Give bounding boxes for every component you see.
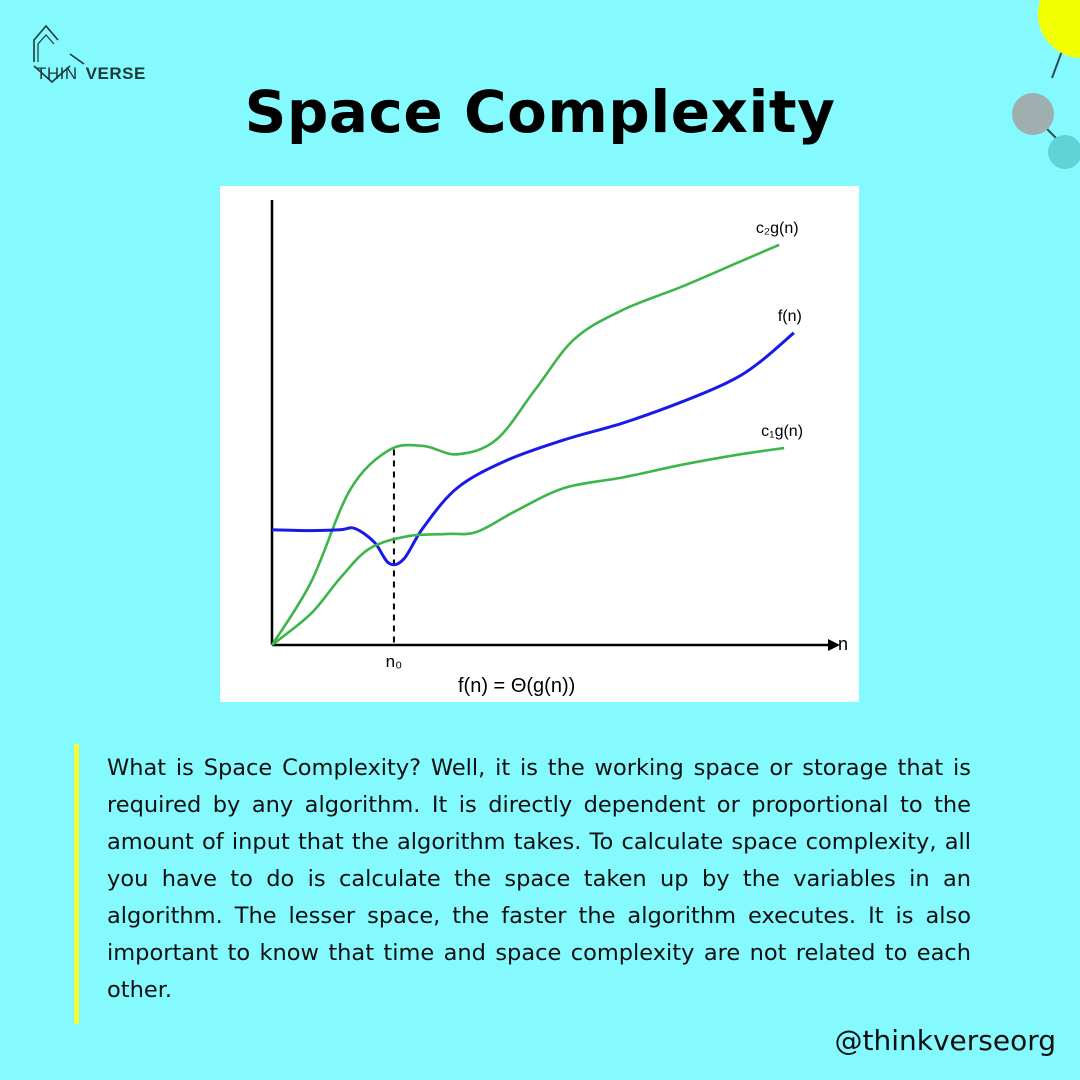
molecule-decoration-icon	[1012, 0, 1080, 169]
chart-svg: n n₀ c₂g(n) f(n) c₁g(n) f(n) = Θ(g(n))	[270, 200, 848, 697]
logo-text-think: THIN	[36, 64, 78, 83]
complexity-chart: n n₀ c₂g(n) f(n) c₁g(n) f(n) = Θ(g(n))	[220, 186, 859, 702]
series-line-0	[270, 243, 780, 646]
x-axis-arrow-icon	[828, 639, 840, 651]
thinkverse-logo: THIN VERSE	[12, 16, 145, 84]
series-layer: c₂g(n) f(n) c₁g(n)	[270, 220, 803, 647]
x-axis-label: n	[838, 634, 848, 654]
theta-symbol: Θ	[511, 675, 527, 697]
quote-accent-bar	[74, 744, 79, 1024]
series-label-2: c₁g(n)	[761, 423, 803, 440]
logo-text-verse: VERSE	[85, 64, 146, 83]
series-label-1: f(n)	[778, 308, 802, 325]
formula-lhs: f(n) =	[458, 675, 505, 697]
logo-mark-icon	[33, 24, 85, 84]
description-paragraph: What is Space Complexity? Well, it is th…	[107, 755, 971, 1003]
page-title: Space Complexity	[244, 78, 836, 146]
series-line-2	[271, 446, 785, 647]
social-handle: @thinkverseorg	[834, 1024, 1056, 1057]
threshold-label: n₀	[386, 652, 403, 671]
chart-formula: f(n) = Θ(g(n))	[458, 675, 575, 697]
series-label-0: c₂g(n)	[756, 220, 799, 237]
formula-rhs: (g(n))	[526, 675, 575, 697]
series-line-1	[271, 331, 795, 567]
